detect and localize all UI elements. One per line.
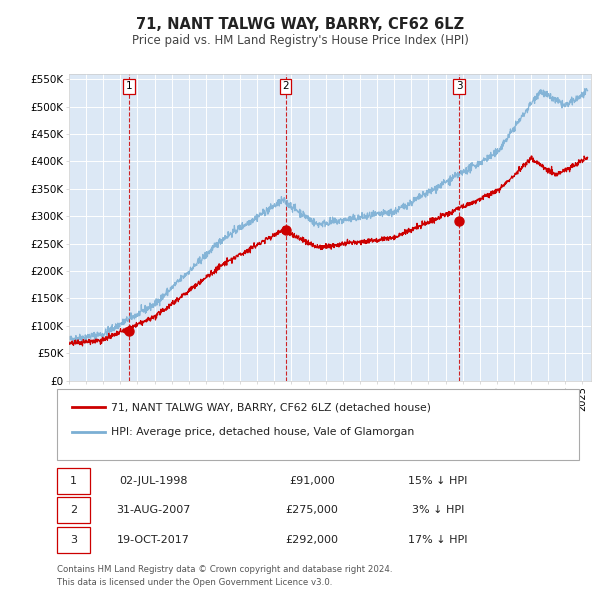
Text: £91,000: £91,000 — [289, 476, 335, 486]
Text: This data is licensed under the Open Government Licence v3.0.: This data is licensed under the Open Gov… — [57, 578, 332, 587]
Text: HPI: Average price, detached house, Vale of Glamorgan: HPI: Average price, detached house, Vale… — [111, 427, 414, 437]
Text: 71, NANT TALWG WAY, BARRY, CF62 6LZ: 71, NANT TALWG WAY, BARRY, CF62 6LZ — [136, 17, 464, 31]
Text: 17% ↓ HPI: 17% ↓ HPI — [408, 535, 468, 545]
Text: Contains HM Land Registry data © Crown copyright and database right 2024.: Contains HM Land Registry data © Crown c… — [57, 565, 392, 574]
Text: 15% ↓ HPI: 15% ↓ HPI — [409, 476, 467, 486]
Text: Price paid vs. HM Land Registry's House Price Index (HPI): Price paid vs. HM Land Registry's House … — [131, 34, 469, 47]
Text: 3: 3 — [70, 535, 77, 545]
Text: 3% ↓ HPI: 3% ↓ HPI — [412, 506, 464, 515]
Text: £292,000: £292,000 — [286, 535, 338, 545]
Text: 19-OCT-2017: 19-OCT-2017 — [116, 535, 190, 545]
Text: 71, NANT TALWG WAY, BARRY, CF62 6LZ (detached house): 71, NANT TALWG WAY, BARRY, CF62 6LZ (det… — [111, 402, 431, 412]
Text: 1: 1 — [70, 476, 77, 486]
Text: 2: 2 — [283, 81, 289, 91]
Text: 2: 2 — [70, 506, 77, 515]
Text: 31-AUG-2007: 31-AUG-2007 — [116, 506, 190, 515]
Text: 3: 3 — [456, 81, 463, 91]
Text: 1: 1 — [125, 81, 132, 91]
Text: 02-JUL-1998: 02-JUL-1998 — [119, 476, 187, 486]
Text: £275,000: £275,000 — [286, 506, 338, 515]
